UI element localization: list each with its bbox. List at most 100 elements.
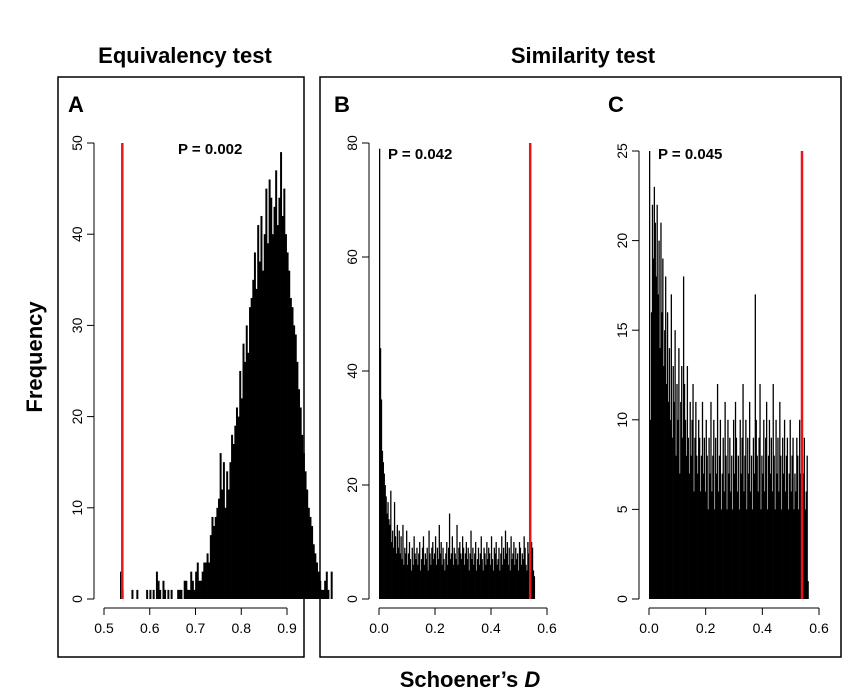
histogram-bar xyxy=(799,419,801,599)
panel-box-left xyxy=(57,76,305,658)
histogram-bar xyxy=(667,401,670,599)
histogram-bar xyxy=(773,455,775,599)
histogram-bar xyxy=(398,530,400,599)
histogram-bar xyxy=(726,509,728,599)
y-axis-label: Frequency xyxy=(22,301,47,413)
histogram-bar xyxy=(666,312,669,599)
histogram-bar xyxy=(325,571,328,599)
histogram-bar xyxy=(750,455,753,599)
histogram-bar xyxy=(747,437,749,599)
histogram-bar xyxy=(727,419,729,599)
y-tick-label: 20 xyxy=(344,477,360,493)
histogram-bar xyxy=(426,547,428,599)
histogram-bar xyxy=(262,270,265,599)
histogram-bar xyxy=(211,516,214,599)
histogram-bar xyxy=(380,399,383,599)
histogram-bar xyxy=(414,553,416,599)
x-axis: 0.5 0.6 0.7 0.8 0.9 xyxy=(94,607,297,636)
histogram-bar xyxy=(195,571,198,599)
y-tick-label: 15 xyxy=(614,322,630,338)
histogram-bar xyxy=(516,559,518,599)
x-tick-label: 0.2 xyxy=(696,620,716,636)
histogram-bar xyxy=(656,204,658,599)
histogram-bar xyxy=(712,455,714,599)
histogram-bar xyxy=(177,589,180,599)
histogram-bar xyxy=(503,547,505,599)
histogram-bar xyxy=(441,564,443,599)
x-tick-label: 0.6 xyxy=(140,620,160,636)
histogram-bar xyxy=(322,589,325,599)
histogram-bar xyxy=(806,455,808,599)
histogram-bar xyxy=(482,570,484,599)
histogram-bar xyxy=(743,491,745,599)
histogram-bar xyxy=(275,170,278,600)
histogram-bar xyxy=(381,450,384,599)
histogram-bar xyxy=(198,580,201,599)
histogram-bar xyxy=(498,547,500,599)
x-axis-label-main: Schoener’s xyxy=(400,667,525,692)
histogram-bar xyxy=(653,186,656,599)
histogram-bar xyxy=(501,536,503,599)
histogram-bar xyxy=(797,455,799,599)
x-tick-label: 0.5 xyxy=(94,620,114,636)
histogram-bar xyxy=(458,547,460,599)
histogram-bar xyxy=(432,542,434,599)
histogram-bar xyxy=(420,570,422,599)
histogram-bar xyxy=(706,455,708,599)
histogram-bars xyxy=(649,151,809,599)
histogram-bar xyxy=(798,509,800,599)
histogram-bar xyxy=(728,473,730,599)
histogram-bar xyxy=(466,559,468,599)
histogram-bar xyxy=(496,564,498,599)
histogram-bar xyxy=(694,437,696,599)
histogram-bar xyxy=(665,276,667,599)
histogram-bar xyxy=(749,401,751,599)
histogram-bar xyxy=(732,419,735,599)
y-tick-label: 50 xyxy=(69,135,85,151)
histogram-bar xyxy=(221,489,224,599)
histogram-bar xyxy=(379,348,382,599)
histogram-bar xyxy=(517,553,519,599)
histogram-bar xyxy=(781,509,783,599)
histogram-bar xyxy=(476,559,479,599)
histogram-bar xyxy=(789,419,791,599)
histogram-bar xyxy=(707,509,709,599)
histogram-bars xyxy=(379,148,536,599)
x-tick-label: 0.6 xyxy=(809,620,829,636)
y-tick-label: 5 xyxy=(614,505,630,513)
histogram-bar xyxy=(283,188,286,599)
histogram-bar xyxy=(437,559,440,599)
histogram-bar xyxy=(778,491,780,599)
histogram-bar xyxy=(774,509,776,599)
x-tick-label: 0.8 xyxy=(232,620,252,636)
histogram-bar xyxy=(484,553,486,599)
histogram-bar xyxy=(699,437,701,599)
histogram-bar xyxy=(746,509,748,599)
y-axis: 0 5 10 15 20 25 xyxy=(614,143,640,603)
histogram-bar xyxy=(699,491,702,599)
histogram-bar xyxy=(389,524,391,599)
histogram-bar xyxy=(502,564,504,599)
histogram-bar xyxy=(265,188,268,599)
histogram-bar xyxy=(513,542,515,599)
histogram-bar xyxy=(497,559,499,599)
histogram-bar xyxy=(424,553,426,599)
histogram-bar xyxy=(449,559,452,599)
histogram-bar xyxy=(670,294,672,599)
histogram-bar xyxy=(201,571,204,599)
histogram-bar xyxy=(782,437,784,599)
histogram-bar xyxy=(291,307,294,599)
histogram-bar xyxy=(447,564,449,599)
histogram-bar xyxy=(660,222,662,599)
histogram-bar xyxy=(510,536,512,599)
histogram-bar xyxy=(655,276,657,599)
histogram-bar xyxy=(696,455,698,599)
histogram-bar xyxy=(379,148,381,599)
histogram-bar xyxy=(415,559,417,599)
histogram-bar xyxy=(454,553,456,599)
histogram-bar xyxy=(164,589,167,599)
histogram-bar xyxy=(234,425,237,599)
histogram-bar xyxy=(401,559,403,599)
histogram-bar xyxy=(257,225,260,599)
histogram-bar xyxy=(718,455,721,599)
